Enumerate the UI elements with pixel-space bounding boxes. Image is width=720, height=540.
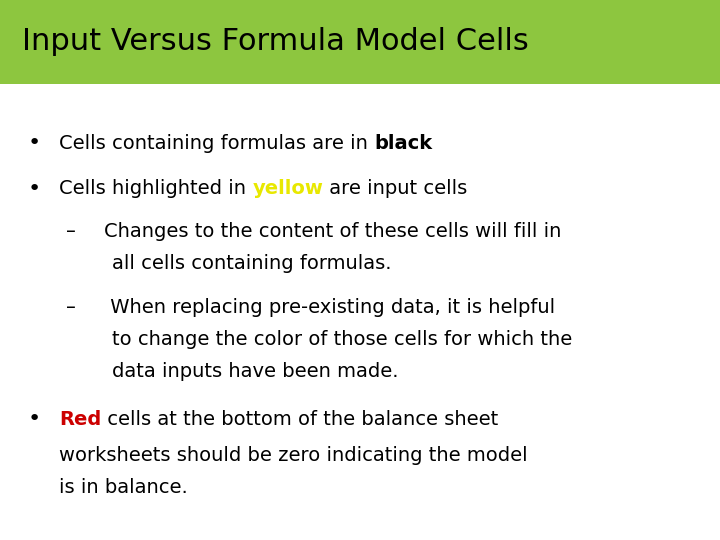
Text: –: – xyxy=(66,298,76,317)
Text: is in balance.: is in balance. xyxy=(59,478,188,497)
Text: are input cells: are input cells xyxy=(323,179,467,198)
Text: all cells containing formulas.: all cells containing formulas. xyxy=(112,254,391,273)
Text: to change the color of those cells for which the: to change the color of those cells for w… xyxy=(112,330,572,349)
Text: cells at the bottom of the balance sheet: cells at the bottom of the balance sheet xyxy=(102,409,498,429)
Text: •: • xyxy=(28,179,41,199)
Text: Cells containing formulas are in: Cells containing formulas are in xyxy=(59,133,374,152)
Text: •: • xyxy=(28,409,41,429)
Text: When replacing pre-existing data, it is helpful: When replacing pre-existing data, it is … xyxy=(104,298,556,317)
Text: data inputs have been made.: data inputs have been made. xyxy=(112,362,398,381)
Text: •: • xyxy=(28,133,41,153)
Text: worksheets should be zero indicating the model: worksheets should be zero indicating the… xyxy=(59,446,528,465)
Text: Red: Red xyxy=(59,409,102,429)
Text: Changes to the content of these cells will fill in: Changes to the content of these cells wi… xyxy=(104,222,562,241)
Text: Cells highlighted in: Cells highlighted in xyxy=(59,179,252,198)
Text: black: black xyxy=(374,133,432,152)
Text: yellow: yellow xyxy=(252,179,323,198)
Text: –: – xyxy=(66,222,76,241)
Text: Input Versus Formula Model Cells: Input Versus Formula Model Cells xyxy=(22,28,528,56)
